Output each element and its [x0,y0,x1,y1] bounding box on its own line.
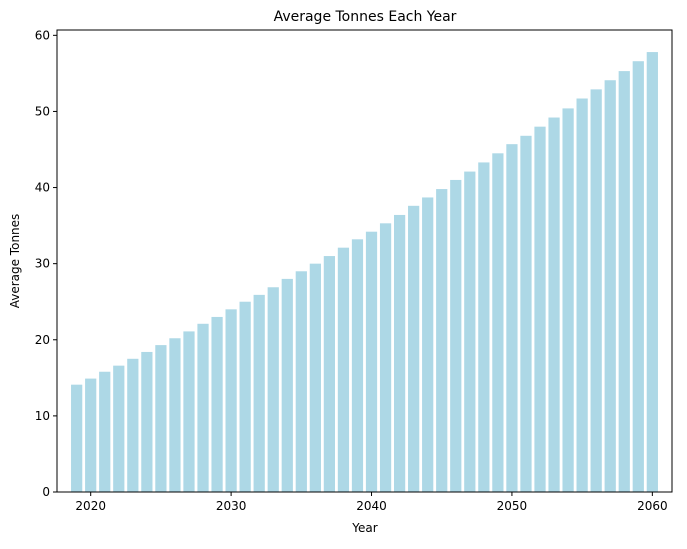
bar [351,239,364,492]
bar [422,197,434,492]
bar [365,231,378,492]
bar [393,214,406,492]
bar [113,365,125,492]
bar [281,278,293,492]
y-tick-label: 10 [35,409,50,423]
y-tick-label: 20 [35,333,50,347]
x-axis: 2020 2030 2040 2050 2060 [75,492,668,513]
x-tick-label: 2040 [356,499,387,513]
chart-title: Average Tonnes Each Year [274,9,457,25]
x-tick-label: 2060 [637,499,668,513]
y-axis-label: Average Tonnes [8,214,22,309]
bar [548,117,560,492]
x-tick-label: 2020 [75,499,106,513]
bar [534,126,546,492]
bar [239,301,251,492]
bar [646,52,658,492]
bar [267,287,279,492]
bar [155,345,167,492]
bar [618,71,630,492]
bar [506,144,518,493]
bar [478,162,490,492]
y-tick-label: 50 [35,104,50,118]
bar [337,247,350,492]
plot-frame [56,29,673,493]
bar [309,263,321,492]
y-tick-label: 0 [42,485,50,499]
bar [141,351,153,492]
bar [323,256,336,492]
bar [562,108,574,493]
y-tick-label: 60 [35,28,50,42]
bar [576,98,588,492]
bar [590,89,602,493]
bar [71,384,83,492]
bar [436,189,448,492]
bar [99,371,111,492]
x-axis-label: Year [351,521,377,535]
bar [464,171,476,492]
bar [379,223,392,492]
bar [408,205,420,492]
bar [85,378,97,492]
y-tick-label: 30 [35,257,50,271]
bar [197,323,209,492]
bar [225,309,237,492]
bar [295,271,307,492]
bar [211,316,223,492]
y-axis: 0 10 20 30 40 50 60 [35,28,57,499]
bar [604,80,616,492]
bar [127,358,139,492]
x-tick-label: 2050 [497,499,528,513]
bar [632,61,644,493]
bars-group [71,52,658,493]
bar [183,331,195,492]
bar [169,338,181,492]
bar [492,153,504,493]
y-tick-label: 40 [35,181,50,195]
bar [450,179,462,492]
x-tick-label: 2030 [216,499,247,513]
bar [520,135,532,493]
bar [253,294,265,492]
